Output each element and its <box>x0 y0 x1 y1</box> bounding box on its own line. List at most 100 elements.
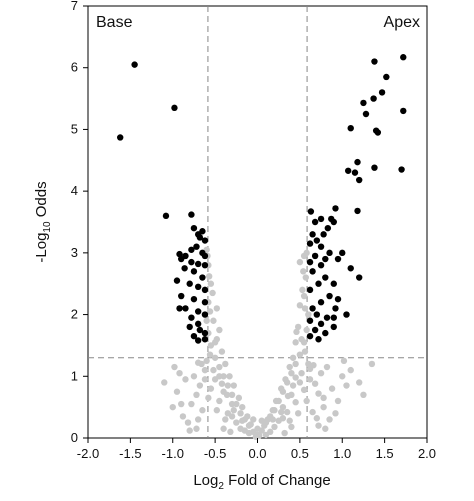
nonsignificant-point <box>340 357 348 365</box>
significant-point <box>201 237 209 244</box>
nonsignificant-point <box>284 392 292 400</box>
nonsignificant-point <box>306 376 314 383</box>
plot-border <box>87 5 428 439</box>
significant-point <box>374 129 382 136</box>
significant-point <box>317 262 325 269</box>
significant-point <box>201 252 209 260</box>
significant-point <box>330 314 337 321</box>
significant-point <box>311 252 319 260</box>
significant-point <box>194 337 202 344</box>
significant-point <box>171 104 178 112</box>
nonsignificant-point <box>250 416 257 423</box>
nonsignificant-point <box>356 379 363 386</box>
nonsignificant-point <box>269 407 276 414</box>
significant-point <box>307 208 315 215</box>
nonsignificant-point <box>218 348 226 355</box>
nonsignificant-point <box>343 382 350 389</box>
annotation-base: Base <box>96 14 133 31</box>
nonsignificant-point <box>237 410 244 417</box>
nonsignificant-point <box>201 366 209 374</box>
significant-point <box>317 299 325 306</box>
nonsignificant-point <box>201 376 209 383</box>
significant-point <box>334 255 342 263</box>
nonsignificant-point <box>317 370 325 377</box>
nonsignificant-point <box>298 336 305 343</box>
significant-point <box>360 99 367 107</box>
y-tick-label: 4 <box>71 183 78 198</box>
nonsignificant-point <box>184 419 192 426</box>
y-tick-label: 7 <box>71 0 78 13</box>
significant-point <box>322 329 329 337</box>
nonsignificant-point <box>272 397 280 405</box>
nonsignificant-point <box>301 305 309 312</box>
significant-point <box>201 262 209 269</box>
nonsignificant-point <box>254 425 261 432</box>
nonsignificant-point <box>193 391 200 398</box>
significant-point <box>306 332 314 340</box>
x-tick-label: 1.5 <box>376 446 394 461</box>
significant-point <box>324 224 332 232</box>
y-tick-label: 3 <box>71 245 78 260</box>
significant-point <box>306 258 314 266</box>
significant-point <box>323 314 331 321</box>
nonsignificant-point <box>310 361 317 369</box>
nonsignificant-point <box>296 379 304 386</box>
x-tick-label: -1.0 <box>162 446 184 461</box>
nonsignificant-point <box>279 415 287 422</box>
significant-point <box>398 166 405 173</box>
nonsignificant-point <box>278 385 285 392</box>
nonsignificant-point <box>328 385 336 392</box>
nonsignificant-point <box>206 308 214 315</box>
nonsignificant-point <box>315 422 322 429</box>
significant-point <box>309 231 316 238</box>
nonsignificant-point <box>228 413 236 420</box>
nonsignificant-point <box>211 339 219 346</box>
nonsignificant-point <box>235 394 243 402</box>
nonsignificant-point <box>368 360 376 368</box>
nonsignificant-point <box>322 425 329 432</box>
nonsignificant-point <box>278 408 285 416</box>
nonsignificant-point <box>178 400 185 408</box>
significant-point <box>186 280 193 287</box>
significant-point <box>320 231 327 238</box>
nonsignificant-point <box>216 397 223 405</box>
nonsignificant-point <box>210 366 217 374</box>
nonsignificant-point <box>313 415 321 422</box>
significant-point <box>332 205 339 212</box>
significant-point <box>199 228 206 235</box>
nonsignificant-point <box>216 326 223 334</box>
nonsignificant-point <box>176 370 183 377</box>
nonsignificant-point <box>209 289 216 297</box>
significant-point <box>194 260 202 268</box>
nonsignificant-point <box>199 407 206 414</box>
nonsignificant-point <box>224 382 232 389</box>
nonsignificant-point <box>207 385 215 392</box>
significant-point <box>309 305 316 312</box>
nonsignificant-point <box>289 354 297 361</box>
nonsignificant-point <box>288 423 295 431</box>
nonsignificant-point <box>193 425 200 432</box>
significant-point <box>326 249 333 257</box>
x-tick-label: 0.0 <box>248 446 266 461</box>
significant-point <box>354 207 361 215</box>
plot-area <box>87 5 428 439</box>
significant-point <box>176 305 183 312</box>
nonsignificant-point <box>218 380 226 387</box>
nonsignificant-point <box>228 400 236 408</box>
nonsignificant-point <box>300 292 308 300</box>
nonsignificant-point <box>255 432 263 439</box>
significant-point <box>317 243 325 250</box>
significant-point <box>334 295 342 303</box>
nonsignificant-point <box>188 400 195 408</box>
significant-point <box>196 326 204 334</box>
nonsignificant-point <box>292 374 299 381</box>
nonsignificant-point <box>216 373 223 380</box>
nonsignificant-point <box>282 376 289 383</box>
x-tick-label: -1.5 <box>119 446 141 461</box>
nonsignificant-point <box>302 274 310 281</box>
nonsignificant-point <box>294 410 302 417</box>
nonsignificant-point <box>292 360 299 368</box>
nonsignificant-point <box>326 416 333 423</box>
nonsignificant-point <box>228 391 236 398</box>
significant-point <box>190 268 198 275</box>
